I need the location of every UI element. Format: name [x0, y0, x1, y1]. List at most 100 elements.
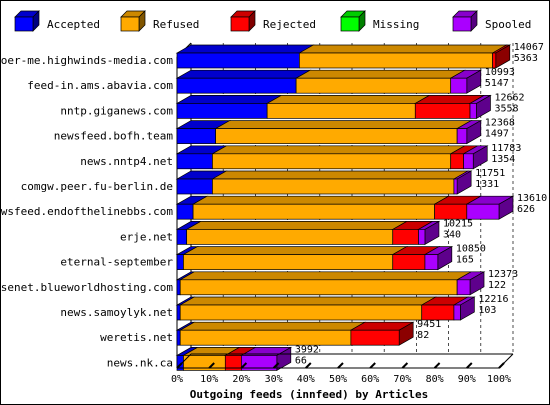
- bar-accepted: [176, 203, 194, 220]
- bar-refused: [179, 304, 423, 321]
- bar-top-face: [178, 271, 473, 281]
- accepted-value: 82: [417, 330, 429, 341]
- bar-accepted: [176, 52, 300, 69]
- bar-spooled: [450, 77, 468, 94]
- accepted-value: 3558: [494, 103, 518, 114]
- accepted-value: 66: [295, 355, 307, 366]
- x-tick-mark: [433, 362, 441, 369]
- bar-refused: [215, 128, 458, 144]
- category-label: usenet.blueworldhosting.com: [1, 281, 173, 294]
- accepted-value: 1354: [491, 154, 515, 165]
- category-label: newsfeed.bofh.team: [54, 130, 174, 143]
- offered-value: 12662: [494, 92, 524, 103]
- bar-spooled: [424, 254, 439, 270]
- bar-top-face: [211, 145, 467, 155]
- x-tick-label: 10%: [200, 374, 218, 385]
- accepted-value: 165: [456, 255, 474, 266]
- offered-value: 13610: [517, 193, 547, 204]
- legend-swatch-spooled: [452, 16, 472, 32]
- bar-refused: [266, 103, 416, 119]
- category-label: feed-in.ams.abavia.com: [27, 79, 173, 92]
- bar-spooled: [453, 304, 461, 321]
- legend-label-refused: Refused: [153, 18, 199, 31]
- x-tick-mark: [240, 362, 248, 369]
- bar-spooled: [418, 229, 426, 245]
- offered-value: 14067: [514, 42, 544, 53]
- category-labels: news.nk.ca weretis.net news.samoylyk.net us…: [1, 54, 173, 369]
- accepted-value: 5147: [485, 78, 509, 89]
- bar-spooled: [469, 103, 477, 119]
- legend-label-accepted: Accepted: [47, 18, 100, 31]
- offered-value: 10993: [485, 67, 515, 78]
- x-tick-mark: [337, 362, 344, 369]
- x-tick-label: 70%: [393, 374, 411, 385]
- bar-refused: [212, 153, 452, 170]
- bar-rejected: [492, 52, 497, 69]
- bar-top-face: [191, 195, 450, 205]
- accepted-value: 340: [443, 229, 461, 240]
- category-label: eternal-september: [60, 256, 173, 269]
- accepted-value: 626: [517, 204, 535, 215]
- legend: Accepted Refused Rejected Missing Spooled: [14, 10, 531, 32]
- category-label: news.samoylyk.net: [60, 306, 173, 319]
- bar-spooled: [241, 355, 278, 371]
- bar-refused: [299, 52, 493, 69]
- bar-top-face: [214, 120, 473, 129]
- bar-top-face: [211, 170, 470, 180]
- offered-value: 12368: [485, 118, 515, 129]
- category-label: newsfeed.endofthelinebbs.com: [1, 205, 173, 218]
- bar-refused: [295, 77, 452, 94]
- x-tick-mark: [401, 362, 409, 369]
- x-tick-label: 60%: [361, 374, 379, 385]
- bar-spooled: [456, 279, 471, 296]
- bar-rejected: [450, 153, 464, 170]
- bar-accepted: [176, 77, 297, 94]
- offered-value: 9451: [417, 319, 441, 330]
- accepted-value: 1331: [475, 179, 499, 190]
- bar-refused: [212, 178, 455, 195]
- bar-top-face: [298, 44, 508, 54]
- accepted-value: 103: [478, 305, 496, 316]
- accepted-value: 122: [488, 280, 506, 291]
- x-tick-label: 0%: [171, 374, 183, 385]
- category-label: news.nk.ca: [107, 356, 173, 369]
- bar-accepted: [176, 229, 188, 245]
- bar-top-face: [175, 95, 283, 104]
- bar-spooled: [463, 153, 474, 170]
- x-tick-label: 20%: [232, 374, 250, 385]
- bar-rejected: [392, 254, 426, 270]
- bar-spooled: [453, 178, 458, 195]
- x-tick-mark: [272, 362, 280, 369]
- bar-top-face: [178, 296, 438, 306]
- bar-accepted: [176, 254, 184, 270]
- bar-rejected: [421, 304, 455, 321]
- offered-value: 10215: [443, 218, 473, 229]
- bar-accepted: [176, 279, 181, 296]
- x-tick-label: 80%: [426, 374, 444, 385]
- x-tick-mark: [369, 362, 376, 369]
- category-label: comgw.peer.fu-berlin.de: [21, 180, 173, 193]
- category-label: erje.net: [120, 230, 173, 243]
- x-axis: 0% 10% 20% 30% 40% 50% 60% 70% 80% 90% 100%: [171, 353, 514, 385]
- category-label: voer-me.highwinds-media.com: [1, 54, 173, 67]
- x-axis-label: Outgoing feeds (innfeed) by Articles: [190, 388, 428, 401]
- x-tick-label: 100%: [487, 374, 511, 385]
- bar-accepted: [176, 304, 181, 321]
- bar-refused: [192, 203, 435, 220]
- legend-label-missing: Missing: [373, 18, 419, 31]
- offered-value: 12216: [478, 294, 508, 305]
- legend-label-rejected: Rejected: [263, 18, 316, 31]
- offered-value: 10850: [456, 244, 486, 255]
- x-tick-mark: [305, 362, 312, 369]
- x-tick-label: 50%: [329, 374, 347, 385]
- bar-accepted: [176, 103, 268, 119]
- category-label: nntp.giganews.com: [60, 104, 173, 117]
- accepted-value: 5363: [514, 53, 538, 64]
- bar-accepted: [176, 128, 216, 144]
- x-tick-label: 30%: [265, 374, 283, 385]
- bar-refused: [186, 229, 394, 245]
- legend-label-spooled: Spooled: [485, 18, 531, 31]
- offered-value: 11783: [491, 143, 521, 154]
